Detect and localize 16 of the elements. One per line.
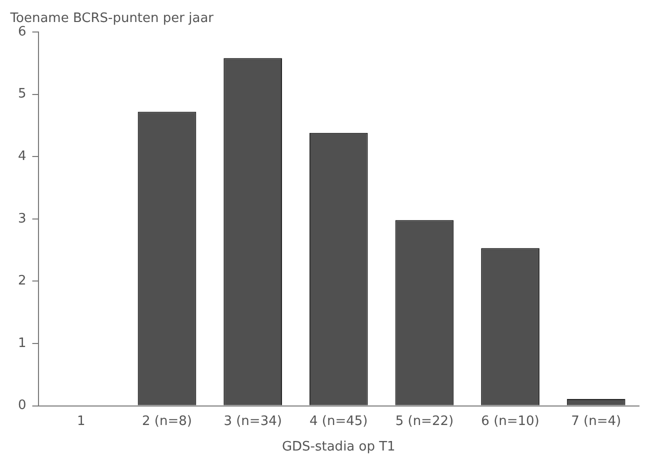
- x-tick-label: 6 (n=10): [481, 414, 540, 429]
- y-tick-label: 2: [18, 274, 26, 289]
- y-tick-label: 4: [18, 148, 26, 164]
- y-axis-title: Toename BCRS-punten per jaar: [9, 10, 214, 26]
- x-axis-title: GDS-stadia op T1: [282, 440, 396, 455]
- x-tick-label: 1: [77, 414, 86, 429]
- x-tick-label: 3 (n=34): [224, 414, 282, 429]
- x-tick-label: 2 (n=8): [142, 414, 192, 429]
- y-tick-label: 0: [18, 398, 26, 414]
- y-tick-label: 5: [18, 86, 26, 102]
- y-tick-label: 1: [18, 336, 26, 351]
- x-tick-label: 5 (n=22): [395, 414, 454, 429]
- x-tick-label: 7 (n=4): [571, 414, 622, 429]
- y-tick-label: 3: [18, 211, 26, 226]
- x-tick-label: 4 (n=45): [310, 414, 368, 429]
- y-tick-label: 6: [18, 24, 26, 40]
